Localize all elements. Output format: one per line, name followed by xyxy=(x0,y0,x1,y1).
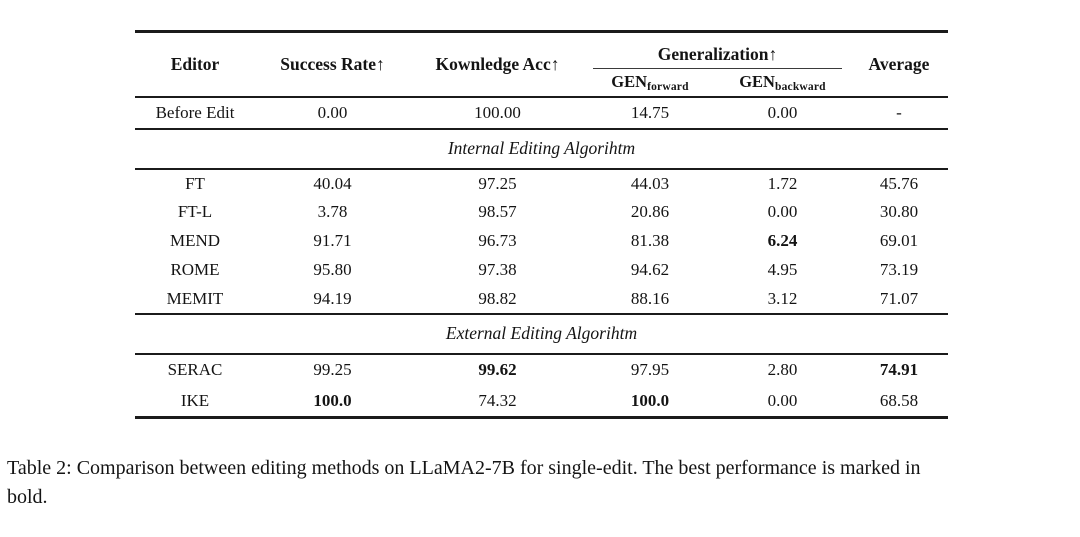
value-cell: 97.25 xyxy=(478,173,517,193)
table-row: SERAC 99.25 99.62 97.95 2.80 74.91 xyxy=(135,354,948,386)
value-cell: 68.58 xyxy=(879,390,919,410)
value-cell: 98.82 xyxy=(410,284,585,315)
value-cell: 88.16 xyxy=(585,284,715,315)
results-table: Editor Success Rate↑ Kownledge Acc↑ Gene… xyxy=(135,30,948,419)
value-cell: 100.0 xyxy=(630,390,670,410)
editor-cell: FT-L xyxy=(177,202,213,221)
editor-cell: IKE xyxy=(180,390,210,410)
editor-cell: MEND xyxy=(169,231,221,250)
generalization-label: Generalization↑ xyxy=(593,44,842,69)
value-cell: 44.03 xyxy=(630,173,670,193)
value-cell: 100.0 xyxy=(313,390,352,410)
col-header-knowledge-acc: Kownledge Acc↑ xyxy=(410,31,585,98)
value-cell: 95.80 xyxy=(313,260,352,279)
value-cell: 97.38 xyxy=(478,260,517,279)
value-cell: 94.19 xyxy=(255,284,410,315)
editor-cell: ROME xyxy=(170,260,220,279)
gen-forward-base: GEN xyxy=(611,71,648,91)
col-header-gen-forward: GENforward xyxy=(585,68,715,98)
table-row: MEND 91.71 96.73 81.38 6.24 69.01 xyxy=(135,227,948,256)
value-cell: 94.62 xyxy=(630,260,670,279)
value-cell: 4.95 xyxy=(767,260,798,279)
value-cell: 1.72 xyxy=(767,173,798,193)
value-cell: 99.62 xyxy=(478,360,517,379)
col-header-editor: Editor xyxy=(135,31,255,98)
caption-line-2: bold. xyxy=(7,485,48,508)
section-title: Internal Editing Algorihtm xyxy=(135,128,948,170)
value-cell: 97.95 xyxy=(630,360,670,379)
value-cell: 0.00 xyxy=(715,96,850,130)
header-row-sub: GENforward GENbackward xyxy=(135,68,948,98)
value-cell: 69.01 xyxy=(879,231,919,250)
value-cell: 74.32 xyxy=(478,390,517,410)
value-cell: 99.25 xyxy=(313,360,352,379)
table-row: FT-L 3.78 98.57 20.86 0.00 30.80 xyxy=(135,198,948,227)
gen-forward-subscript: forward xyxy=(647,80,689,93)
value-cell: 100.00 xyxy=(410,96,585,130)
table-header: Editor Success Rate↑ Kownledge Acc↑ Gene… xyxy=(135,31,948,98)
gen-backward-base: GEN xyxy=(739,71,775,91)
editor-cell: MEMIT xyxy=(135,284,255,315)
value-cell: 96.73 xyxy=(478,231,517,250)
value-cell: 71.07 xyxy=(850,284,948,315)
table-row: MEMIT 94.19 98.82 88.16 3.12 71.07 xyxy=(135,284,948,315)
value-cell: 0.00 xyxy=(767,390,798,410)
value-cell: 30.80 xyxy=(879,202,919,221)
editor-cell: SERAC xyxy=(167,360,223,379)
table-body: Before Edit 0.00 100.00 14.75 0.00- Internal … xyxy=(135,96,948,418)
value-cell: 98.57 xyxy=(478,202,517,221)
value-cell: 20.86 xyxy=(630,202,670,221)
editor-cell: Before Edit xyxy=(135,96,255,130)
table-row: IKE 100.0 74.32 100.0 0.00 68.58 xyxy=(135,386,948,418)
section-title: External Editing Algorihtm xyxy=(135,313,948,355)
value-cell: 3.78 xyxy=(317,202,348,221)
col-header-average: Average xyxy=(850,31,948,98)
gen-backward-subscript: backward xyxy=(774,80,826,93)
caption-line-1: Table 2: Comparison between editing meth… xyxy=(7,457,921,479)
value-cell: 0.00 xyxy=(767,202,798,221)
value-cell: 73.19 xyxy=(879,260,919,279)
table-caption: Table 2: Comparison between editing meth… xyxy=(7,454,1075,511)
value-cell: 3.12 xyxy=(715,284,850,315)
value-cell: 81.38 xyxy=(630,231,670,250)
value-cell: - xyxy=(850,96,948,130)
table-row: Before Edit 0.00 100.00 14.75 0.00- xyxy=(135,96,948,130)
value-cell: 2.80 xyxy=(767,360,798,379)
value-cell: 0.00 xyxy=(255,96,410,130)
value-cell: 91.71 xyxy=(313,231,352,250)
col-header-gen-backward: GENbackward xyxy=(715,68,850,98)
col-header-generalization: Generalization↑ xyxy=(585,32,850,69)
value-cell: 40.04 xyxy=(313,173,352,193)
value-cell: 74.91 xyxy=(879,360,919,379)
results-table-container: Editor Success Rate↑ Kownledge Acc↑ Gene… xyxy=(135,30,948,419)
section-header-row: Internal Editing Algorihtm xyxy=(135,128,948,170)
value-cell: 6.24 xyxy=(767,231,798,250)
value-cell: 14.75 xyxy=(585,96,715,130)
header-row-main: Editor Success Rate↑ Kownledge Acc↑ Gene… xyxy=(135,31,948,98)
col-header-success-rate: Success Rate↑ xyxy=(255,31,410,98)
editor-cell: FT xyxy=(185,173,205,193)
table-row: FT 40.04 97.25 44.03 1.72 45.76 xyxy=(135,169,948,198)
value-cell: 45.76 xyxy=(879,173,919,193)
section-header-row: External Editing Algorihtm xyxy=(135,313,948,355)
table-row: ROME 95.80 97.38 94.62 4.95 73.19 xyxy=(135,256,948,285)
